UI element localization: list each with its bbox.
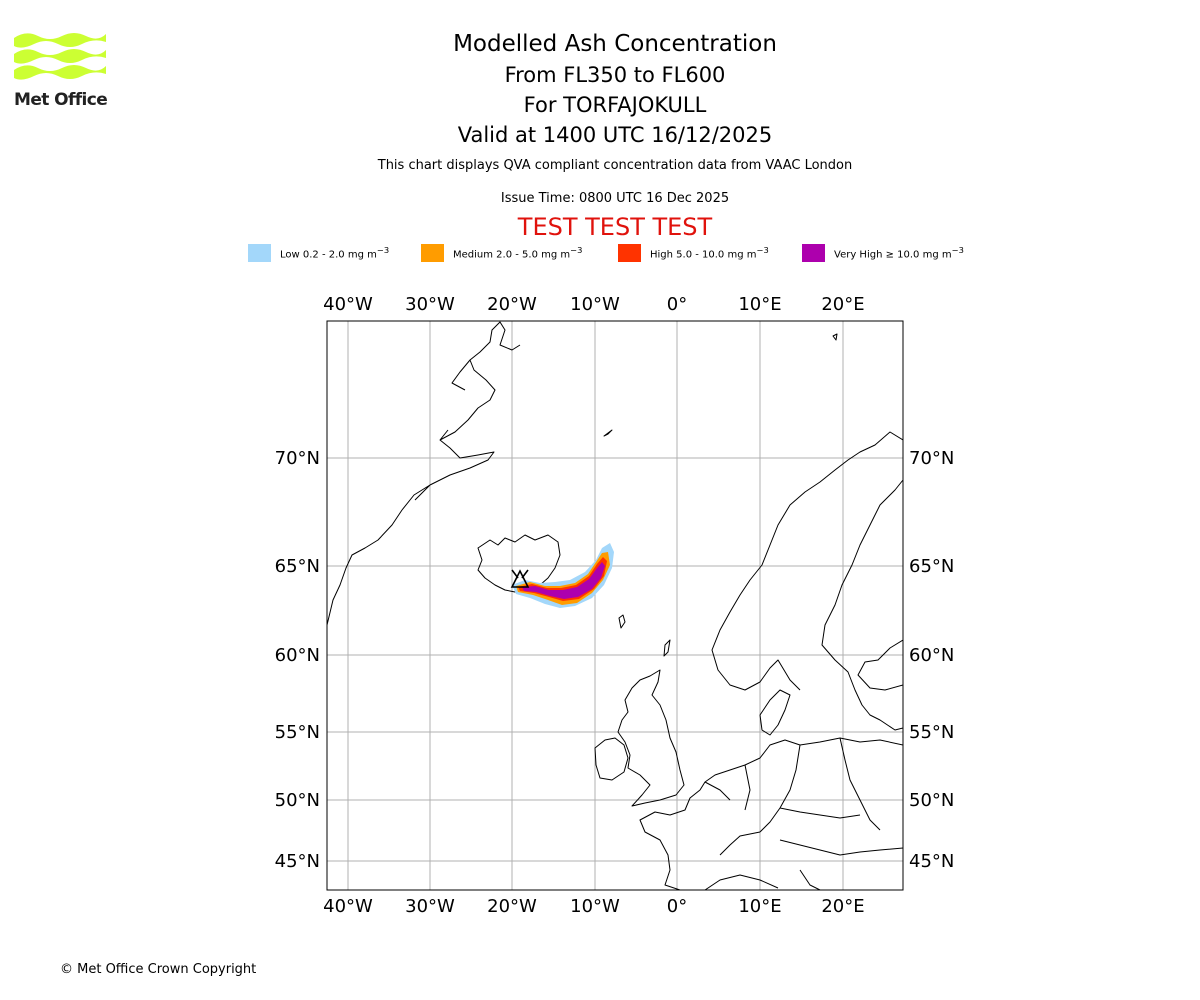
coastline-greenland (327, 321, 521, 626)
lon-label-top: 20°E (821, 294, 864, 315)
country-borders (704, 737, 903, 856)
lat-label-right: 60°N (909, 645, 954, 666)
legend-label-very-high: Very High ≥ 10.0 mg m−3 (834, 245, 964, 261)
coastlines (327, 321, 903, 890)
chart-title-block: Modelled Ash Concentration From FL350 to… (315, 28, 915, 150)
lon-label-bottom: 20°W (487, 896, 537, 917)
flight-level-range: From FL350 to FL600 (504, 63, 726, 87)
coastline-svalbard-islet (832, 333, 838, 341)
volcano-name: For TORFAJOKULL (523, 93, 707, 117)
lon-label-bottom: 40°W (323, 896, 373, 917)
copyright-notice: © Met Office Crown Copyright (60, 962, 257, 977)
chart-title: Modelled Ash Concentration (453, 31, 777, 57)
valid-time: Valid at 1400 UTC 16/12/2025 (457, 123, 773, 147)
coastline-iceland (477, 534, 561, 593)
lon-labels-top: 40°W 30°W 20°W 10°W 0° 10°E 20°E (323, 294, 864, 315)
coastline-sweden-baltic (821, 479, 903, 731)
lon-labels-bottom: 40°W 30°W 20°W 10°W 0° 10°E 20°E (323, 896, 864, 917)
lat-label-left: 45°N (275, 851, 320, 872)
lat-label-right: 55°N (909, 722, 954, 743)
lon-label-bottom: 10°W (570, 896, 620, 917)
lon-label-top: 20°W (487, 294, 537, 315)
lon-label-top: 40°W (323, 294, 373, 315)
coastline-finland (857, 639, 903, 691)
compliance-note: This chart displays QVA compliant concen… (377, 158, 853, 173)
map-frame (326, 320, 904, 891)
coastline-shetland (663, 639, 671, 657)
legend-item-high: High 5.0 - 10.0 mg m−3 (618, 244, 769, 262)
test-banner: TEST TEST TEST (517, 213, 713, 241)
legend-item-low: Low 0.2 - 2.0 mg m−3 (248, 244, 389, 262)
coastline-great-britain (617, 669, 685, 807)
lon-label-bottom: 10°E (738, 896, 781, 917)
lon-label-top: 10°W (570, 294, 620, 315)
met-office-logo-text: Met Office (14, 90, 108, 110)
coastline-denmark (759, 689, 791, 736)
legend-swatch-high (618, 244, 641, 262)
lon-label-bottom: 0° (667, 896, 687, 917)
coastline-faroes (618, 614, 626, 629)
lat-label-left: 50°N (275, 790, 320, 811)
lat-label-left: 65°N (275, 556, 320, 577)
lat-label-right: 65°N (909, 556, 954, 577)
lat-label-right: 70°N (909, 448, 954, 469)
issue-time: Issue Time: 0800 UTC 16 Dec 2025 (500, 191, 730, 206)
lat-labels-right: 70°N 65°N 60°N 55°N 50°N 45°N (909, 448, 954, 872)
coastline-ireland (594, 737, 629, 781)
lat-label-right: 45°N (909, 851, 954, 872)
legend-item-medium: Medium 2.0 - 5.0 mg m−3 (421, 244, 582, 262)
legend-item-very-high: Very High ≥ 10.0 mg m−3 (802, 244, 964, 262)
legend: Low 0.2 - 2.0 mg m−3 Medium 2.0 - 5.0 mg… (0, 244, 1200, 266)
ash-very-high (522, 562, 605, 599)
map-gridlines (327, 321, 903, 890)
lon-label-top: 10°E (738, 294, 781, 315)
lat-label-right: 50°N (909, 790, 954, 811)
coastline-europe (639, 737, 903, 890)
legend-label-high: High 5.0 - 10.0 mg m−3 (650, 245, 769, 261)
legend-label-low: Low 0.2 - 2.0 mg m−3 (280, 245, 390, 261)
ash-plume (512, 543, 614, 608)
coastline-norway-west (711, 431, 903, 691)
lon-label-bottom: 30°W (405, 896, 455, 917)
lon-label-top: 30°W (405, 294, 455, 315)
met-office-waves-icon (14, 33, 106, 80)
lat-labels-left: 70°N 65°N 60°N 55°N 50°N 45°N (275, 448, 320, 872)
volcano-triangle-icon (510, 569, 530, 588)
legend-swatch-very-high (802, 244, 825, 262)
lon-label-bottom: 20°E (821, 896, 864, 917)
coastline-jan-mayen (603, 429, 613, 437)
lon-label-top: 0° (667, 294, 687, 315)
lat-label-left: 55°N (275, 722, 320, 743)
lat-label-left: 70°N (275, 448, 320, 469)
met-office-logo: Met Office (14, 28, 110, 112)
legend-label-medium: Medium 2.0 - 5.0 mg m−3 (453, 245, 583, 261)
legend-swatch-medium (421, 244, 444, 262)
legend-swatch-low (248, 244, 271, 262)
lat-label-left: 60°N (275, 645, 320, 666)
